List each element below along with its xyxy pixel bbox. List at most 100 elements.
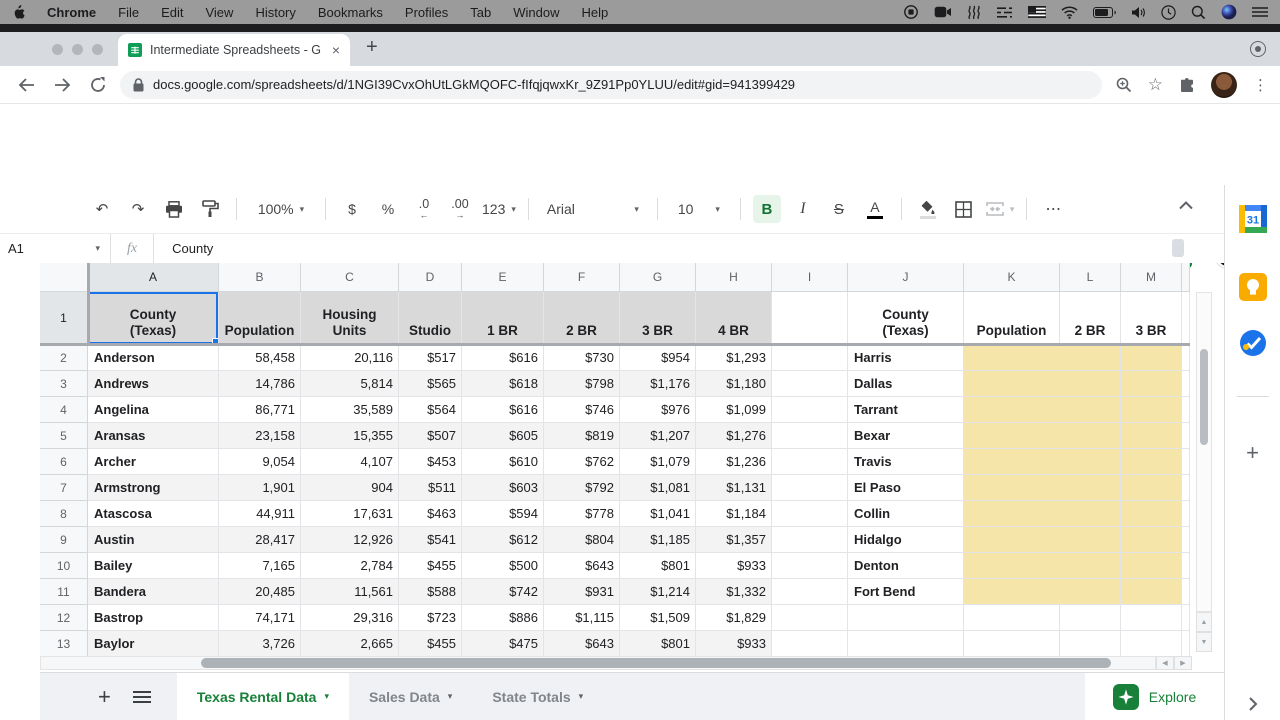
cell-filler-11[interactable]	[1182, 579, 1190, 605]
record-icon[interactable]	[903, 4, 919, 20]
cell-K7[interactable]	[964, 475, 1060, 501]
spotlight-icon[interactable]	[1191, 5, 1206, 20]
camera-icon[interactable]	[934, 5, 952, 19]
cell-E10[interactable]: $500	[462, 553, 544, 579]
cell-D8[interactable]: $463	[399, 501, 462, 527]
cell-J5[interactable]: Bexar	[848, 423, 964, 449]
keyboard-flag-icon[interactable]	[1028, 6, 1046, 18]
name-box[interactable]: A1 ▾	[8, 241, 100, 256]
cell-G1[interactable]: 3 BR	[620, 292, 696, 345]
column-header-E[interactable]: E	[462, 263, 544, 292]
cell-I2[interactable]	[772, 345, 848, 371]
cell-K1[interactable]: Population	[964, 292, 1060, 345]
cell-B11[interactable]: 20,485	[219, 579, 301, 605]
cell-E3[interactable]: $618	[462, 371, 544, 397]
horizontal-scrollbar-thumb[interactable]	[201, 658, 1111, 668]
new-tab-button[interactable]: +	[366, 36, 378, 58]
cell-E1[interactable]: 1 BR	[462, 292, 544, 345]
menu-chrome[interactable]: Chrome	[47, 4, 97, 20]
cell-J7[interactable]: El Paso	[848, 475, 964, 501]
cell-K11[interactable]	[964, 579, 1060, 605]
cell-C12[interactable]: 29,316	[301, 605, 399, 631]
cell-K12[interactable]	[964, 605, 1060, 631]
menu-bookmarks[interactable]: Bookmarks	[317, 4, 383, 20]
vertical-scrollbar-thumb[interactable]	[1200, 349, 1208, 445]
column-header-C[interactable]: C	[301, 263, 399, 292]
cell-F9[interactable]: $804	[544, 527, 620, 553]
zoom-icon[interactable]	[1116, 77, 1132, 93]
cell-A6[interactable]: Archer	[88, 449, 219, 475]
cell-I12[interactable]	[772, 605, 848, 631]
cell-B1[interactable]: Population	[219, 292, 301, 345]
hide-panel-icon[interactable]	[1248, 696, 1258, 712]
cell-L8[interactable]	[1060, 501, 1121, 527]
calendar-icon[interactable]: 31	[1238, 205, 1267, 233]
cell-H3[interactable]: $1,180	[696, 371, 772, 397]
cell-D2[interactable]: $517	[399, 345, 462, 371]
frozen-column-divider[interactable]	[87, 263, 90, 346]
cell-L3[interactable]	[1060, 371, 1121, 397]
cell-D10[interactable]: $455	[399, 553, 462, 579]
cell-K2[interactable]	[964, 345, 1060, 371]
cell-M11[interactable]	[1121, 579, 1182, 605]
cell-C13[interactable]: 2,665	[301, 631, 399, 657]
cell-J13[interactable]	[848, 631, 964, 657]
cell-H13[interactable]: $933	[696, 631, 772, 657]
cell-I13[interactable]	[772, 631, 848, 657]
cell-C7[interactable]: 904	[301, 475, 399, 501]
menu-help[interactable]: Help	[581, 4, 609, 20]
menu-profiles[interactable]: Profiles	[404, 4, 449, 20]
cell-C6[interactable]: 4,107	[301, 449, 399, 475]
zoom-select[interactable]: 100% ▾	[257, 201, 305, 217]
cell-K8[interactable]	[964, 501, 1060, 527]
battery-icon[interactable]	[1093, 6, 1116, 18]
cell-J4[interactable]: Tarrant	[848, 397, 964, 423]
cell-I10[interactable]	[772, 553, 848, 579]
cell-D9[interactable]: $541	[399, 527, 462, 553]
cell-J9[interactable]: Hidalgo	[848, 527, 964, 553]
tab-search-icon[interactable]	[1250, 41, 1266, 57]
cell-filler-13[interactable]	[1182, 631, 1190, 657]
cell-B7[interactable]: 1,901	[219, 475, 301, 501]
fill-color-icon[interactable]	[914, 195, 942, 223]
scroll-left-button[interactable]: ◀	[1156, 656, 1174, 670]
cell-E8[interactable]: $594	[462, 501, 544, 527]
scroll-right-button[interactable]: ▶	[1174, 656, 1192, 670]
borders-icon[interactable]	[950, 195, 978, 223]
formula-input[interactable]: County	[172, 241, 214, 256]
cell-F2[interactable]: $730	[544, 345, 620, 371]
cell-H8[interactable]: $1,184	[696, 501, 772, 527]
menu-history[interactable]: History	[255, 4, 296, 20]
cell-B6[interactable]: 9,054	[219, 449, 301, 475]
cell-A4[interactable]: Angelina	[88, 397, 219, 423]
frozen-row-divider[interactable]	[40, 343, 1190, 346]
close-window-button[interactable]	[52, 44, 63, 55]
cell-M9[interactable]	[1121, 527, 1182, 553]
cell-I4[interactable]	[772, 397, 848, 423]
cell-filler-1[interactable]	[1182, 292, 1190, 345]
clock-icon[interactable]	[1161, 4, 1176, 20]
cell-F13[interactable]: $643	[544, 631, 620, 657]
cell-D11[interactable]: $588	[399, 579, 462, 605]
cell-G6[interactable]: $1,079	[620, 449, 696, 475]
more-toolbar-icon[interactable]: ⋯	[1045, 201, 1062, 218]
cell-H12[interactable]: $1,829	[696, 605, 772, 631]
cell-J10[interactable]: Denton	[848, 553, 964, 579]
text-color-button[interactable]: A	[861, 195, 889, 223]
select-all-corner[interactable]	[40, 263, 88, 292]
cell-H11[interactable]: $1,332	[696, 579, 772, 605]
cell-H2[interactable]: $1,293	[696, 345, 772, 371]
cell-L6[interactable]	[1060, 449, 1121, 475]
cell-H6[interactable]: $1,236	[696, 449, 772, 475]
menu-window[interactable]: Window	[513, 4, 560, 20]
cell-B10[interactable]: 7,165	[219, 553, 301, 579]
column-header-I[interactable]: I	[772, 263, 848, 292]
cell-D4[interactable]: $564	[399, 397, 462, 423]
cell-I7[interactable]	[772, 475, 848, 501]
cell-J2[interactable]: Harris	[848, 345, 964, 371]
row-header-2[interactable]: 2	[40, 345, 88, 371]
cell-M13[interactable]	[1121, 631, 1182, 657]
extensions-icon[interactable]	[1179, 77, 1195, 93]
tasks-icon[interactable]	[1239, 329, 1267, 357]
font-family-select[interactable]: Arial ▾	[546, 201, 639, 217]
